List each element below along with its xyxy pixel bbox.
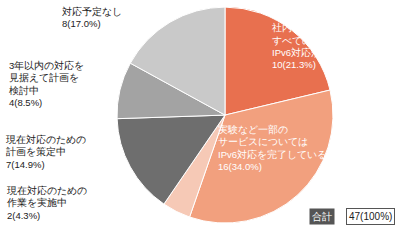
svg-text:3年以内の対応を見据えて計画を検討中4(8.5%): 3年以内の対応を見据えて計画を検討中4(8.5%) <box>9 60 84 108</box>
svg-text:サービスおよび社内インフラを含め、すべてのネットワークにおい: サービスおよび社内インフラを含め、すべてのネットワークにおいてIPv6対応が完了… <box>272 10 400 70</box>
svg-text:実験など一部のサービスについてはIPv6対応を完了している1: 実験など一部のサービスについてはIPv6対応を完了している16(34.0%) <box>218 124 327 172</box>
svg-text:対応予定なし8(17.0%): 対応予定なし8(17.0%) <box>62 6 122 29</box>
svg-text:合計: 合計 <box>312 211 332 222</box>
svg-text:現在対応のための計画を策定中7(14.9%): 現在対応のための計画を策定中7(14.9%) <box>6 134 86 170</box>
svg-text:現在対応のための作業を実施中2(4.3%): 現在対応のための作業を実施中2(4.3%) <box>6 185 87 221</box>
svg-text:47(100%): 47(100%) <box>349 211 392 222</box>
